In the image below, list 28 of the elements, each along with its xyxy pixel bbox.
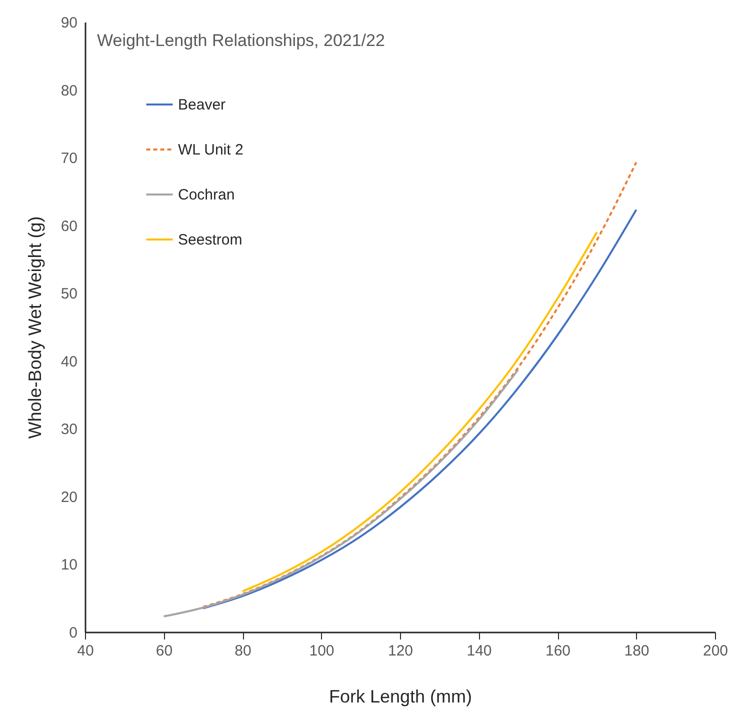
- text: Weight-Length Relationships, 2021/22: [97, 31, 385, 50]
- y-tick-label: 10: [60, 556, 78, 574]
- x-tick-label: 120: [388, 642, 414, 660]
- y-tick-label: 80: [60, 82, 78, 100]
- x-tick-label: 60: [156, 642, 173, 660]
- x-axis-title: Fork Length (mm): [328, 686, 472, 706]
- x-tick-label: 160: [545, 642, 571, 660]
- x-tick-label: 140: [466, 642, 492, 660]
- legend-label: WL Unit 2: [178, 142, 244, 158]
- x-tick-label: 80: [234, 642, 252, 660]
- x-tick-label: 40: [77, 642, 94, 660]
- legend-label: Beaver: [178, 96, 226, 114]
- y-tick-label: 20: [60, 488, 78, 506]
- y-axis-title: Whole-Body Wet Weight (g): [24, 216, 45, 439]
- x-tick-label: 100: [309, 642, 334, 660]
- x-tick-label: 180: [624, 642, 650, 660]
- legend-label: Cochran: [178, 186, 235, 204]
- y-tick-label: 0: [69, 624, 78, 642]
- y-tick-label: 50: [60, 286, 78, 303]
- y-tick-label: 40: [60, 353, 78, 370]
- x-tick-label: 200: [702, 642, 728, 660]
- line-series: [162, 368, 520, 618]
- y-tick-label: 70: [60, 150, 78, 168]
- y-tick-label: 60: [60, 218, 78, 235]
- legend-label: Seestrom: [178, 232, 242, 248]
- y-tick-label: 90: [60, 14, 78, 32]
- line-series: [242, 231, 598, 592]
- y-tick-label: 30: [60, 421, 78, 438]
